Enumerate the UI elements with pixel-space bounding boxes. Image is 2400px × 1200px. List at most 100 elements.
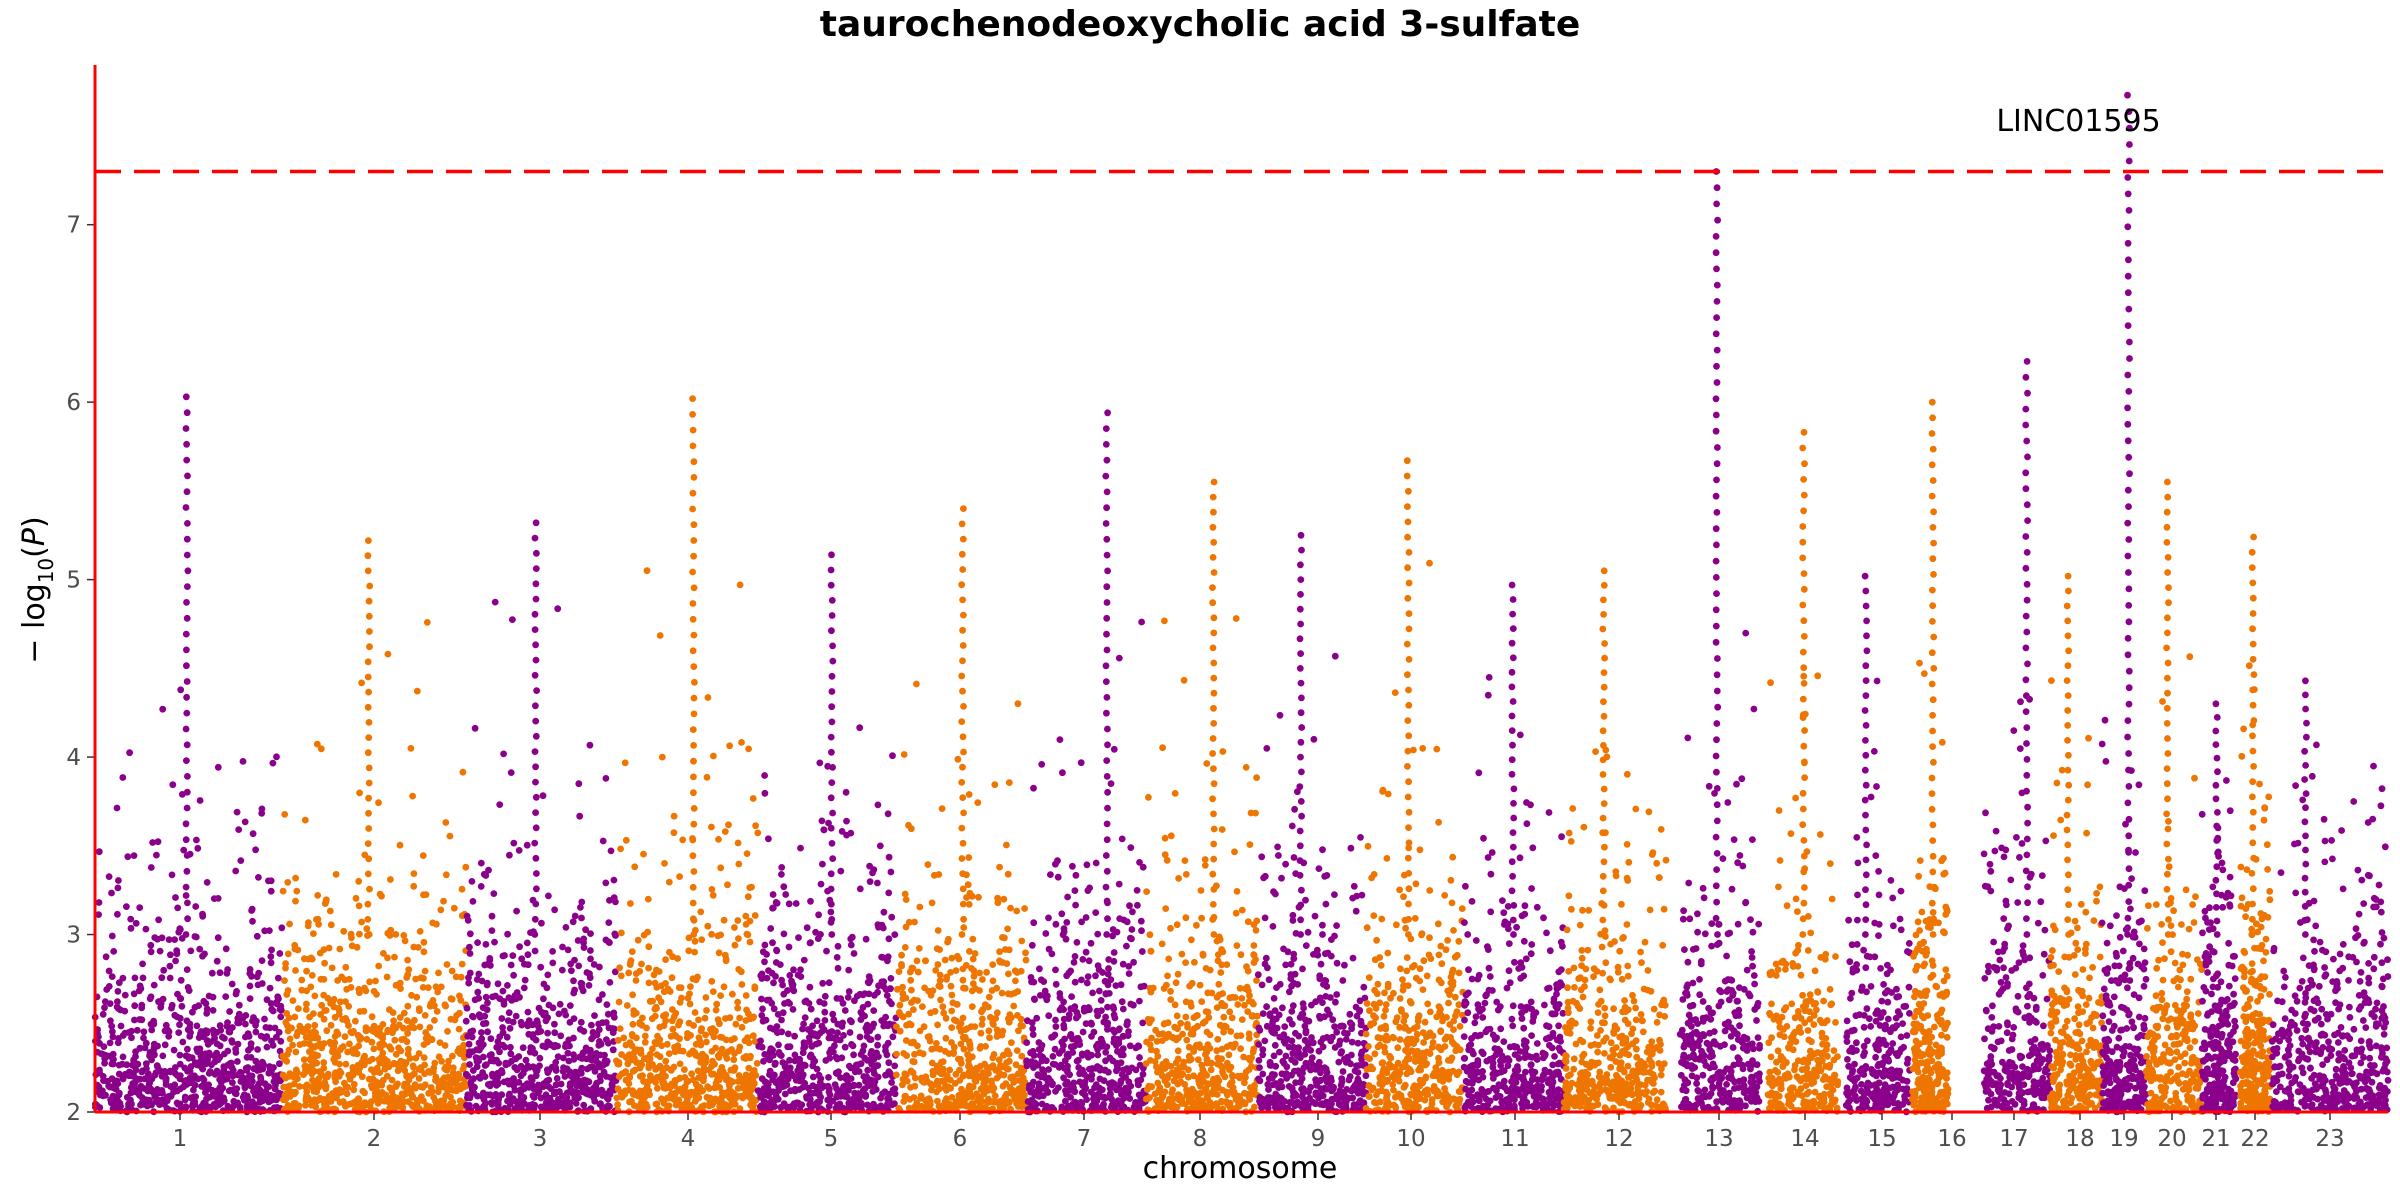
snp-point: [794, 1100, 802, 1108]
snp-point: [737, 1092, 745, 1100]
snp-point: [1102, 1057, 1109, 1065]
snp-point: [1102, 678, 1110, 685]
snp-point: [119, 974, 127, 982]
snp-point: [233, 988, 241, 995]
snp-point: [834, 964, 842, 972]
snp-point: [838, 1023, 846, 1030]
snp-point: [817, 880, 825, 888]
snp-point: [187, 1063, 195, 1070]
snp-point: [408, 1072, 416, 1079]
snp-point: [478, 977, 486, 985]
snp-point: [532, 641, 539, 649]
snp-point: [342, 1060, 350, 1068]
snp-point: [438, 1057, 445, 1065]
snp-point: [779, 1009, 787, 1017]
snp-point: [902, 923, 910, 931]
snp-point: [591, 1012, 598, 1019]
snp-point: [1069, 862, 1076, 870]
snp-point: [1110, 949, 1118, 956]
snp-point: [504, 982, 511, 989]
snp-point: [968, 1003, 976, 1010]
snp-point: [142, 1060, 150, 1068]
snp-point: [343, 1083, 351, 1091]
snp-point: [1045, 945, 1053, 953]
snp-point: [874, 988, 881, 996]
snp-point: [262, 1024, 270, 1031]
snp-point: [378, 892, 385, 900]
snp-point: [495, 1095, 503, 1103]
snp-point: [465, 1040, 473, 1048]
snp-point: [870, 1007, 878, 1014]
snp-point: [839, 999, 847, 1007]
snp-point: [204, 1040, 212, 1048]
snp-point: [492, 992, 499, 1000]
snp-point: [182, 630, 190, 638]
snp-point: [708, 1029, 716, 1037]
snp-point: [688, 1104, 696, 1111]
snp-point: [1115, 1026, 1122, 1034]
snp-point: [187, 947, 195, 955]
snp-point: [1188, 936, 1195, 944]
snp-point: [416, 1023, 424, 1031]
snp-point: [839, 1092, 847, 1100]
snp-point: [499, 1024, 506, 1031]
snp-point: [281, 811, 289, 818]
snp-point: [443, 1066, 450, 1074]
snp-point: [768, 999, 776, 1007]
snp-point: [640, 1077, 647, 1085]
snp-point: [185, 1053, 192, 1061]
snp-point: [315, 1075, 323, 1083]
snp-point: [174, 1072, 181, 1079]
snp-point: [331, 1013, 339, 1021]
snp-point: [1087, 939, 1095, 947]
snp-point: [607, 1074, 615, 1081]
snp-point: [954, 755, 962, 763]
snp-point: [241, 1081, 249, 1089]
snp-point: [730, 1056, 738, 1064]
snp-point: [261, 1015, 268, 1023]
snp-point: [493, 1043, 501, 1051]
snp-point: [941, 956, 949, 964]
snp-point: [870, 1020, 878, 1028]
snp-point: [266, 927, 273, 934]
snp-point: [830, 1016, 838, 1024]
snp-point: [896, 1001, 904, 1009]
snp-point: [466, 930, 474, 938]
snp-point: [314, 915, 322, 923]
snp-point: [249, 830, 257, 838]
snp-point: [353, 1050, 361, 1058]
data-points: [91, 91, 2392, 1116]
snp-point: [400, 1009, 408, 1017]
snp-point: [168, 871, 176, 879]
snp-point: [638, 960, 645, 968]
snp-point: [620, 1034, 628, 1042]
snp-point: [766, 1024, 774, 1032]
snp-point: [216, 1022, 224, 1029]
snp-point: [516, 993, 523, 1001]
snp-point: [1196, 981, 1204, 989]
snp-point: [772, 899, 780, 906]
snp-point: [759, 948, 767, 956]
snp-point: [498, 1015, 506, 1022]
snp-point: [605, 919, 613, 926]
snp-point: [1202, 1008, 1210, 1015]
snp-point: [131, 1016, 138, 1024]
snp-point: [1110, 1005, 1118, 1013]
snp-point: [675, 984, 683, 991]
snp-point: [1198, 914, 1205, 922]
snp-point: [961, 984, 969, 992]
snp-point: [239, 758, 247, 765]
snp-point: [694, 1088, 702, 1096]
snp-point: [725, 1087, 733, 1095]
snp-point: [237, 857, 245, 864]
snp-point: [708, 886, 716, 893]
snp-point: [1063, 919, 1071, 926]
snp-point: [689, 647, 697, 655]
snp-point: [655, 968, 663, 975]
snp-point: [627, 900, 634, 907]
snp-point: [258, 805, 266, 813]
snp-point: [976, 1102, 984, 1110]
snp-point: [1146, 931, 1154, 939]
snp-point: [1064, 893, 1071, 901]
snp-point: [1171, 1001, 1179, 1009]
